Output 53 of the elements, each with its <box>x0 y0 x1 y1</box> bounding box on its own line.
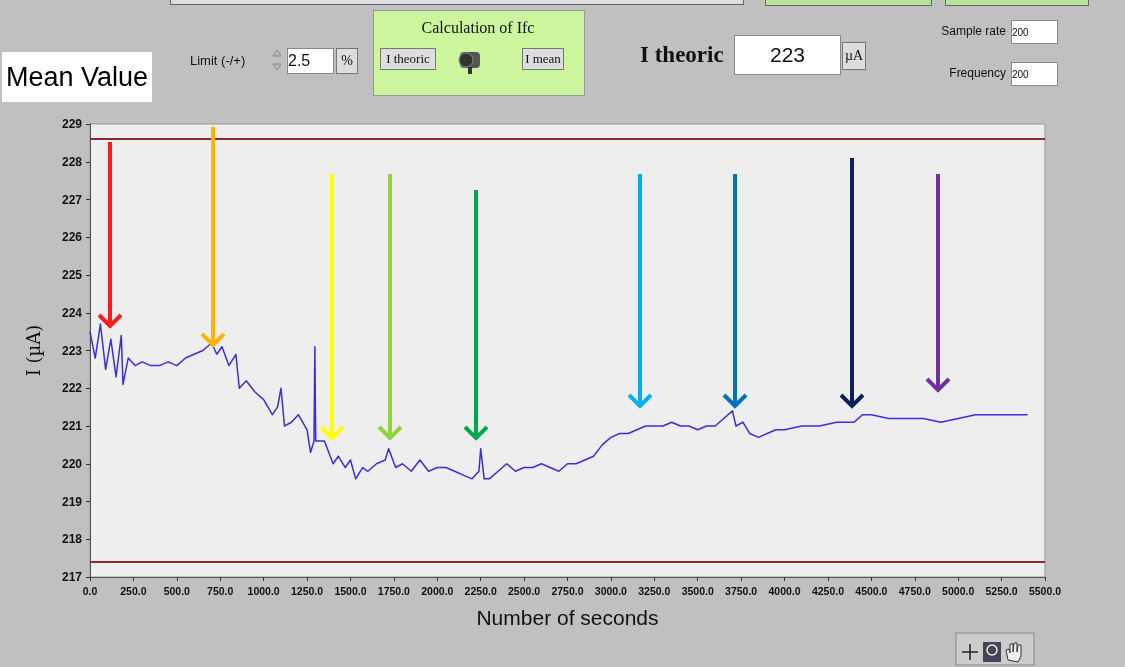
x-axis-title: Number of seconds <box>476 606 659 629</box>
x-tick-label: 250.0 <box>120 584 147 597</box>
x-tick-label: 2750.0 <box>551 584 584 597</box>
x-tick-label: 4500.0 <box>855 584 888 597</box>
text: Sample rate <box>940 23 1006 40</box>
x-tick-label: 5250.0 <box>985 584 1018 597</box>
x-tick-label: 1000.0 <box>247 584 280 597</box>
text: % <box>336 48 358 74</box>
x-tick-label: 2500.0 <box>508 584 541 597</box>
text: I mean <box>522 48 564 70</box>
x-tick-label: 500.0 <box>163 584 191 597</box>
x-tick-label: 4250.0 <box>811 584 845 597</box>
y-tick-label: 227 <box>61 192 83 207</box>
text: 2.5 <box>287 48 334 74</box>
y-tick-label: 228 <box>61 154 83 169</box>
y-tick-label: 226 <box>61 230 83 245</box>
y-tick-label: 224 <box>61 305 83 320</box>
x-tick-label: 1250.0 <box>290 584 324 597</box>
x-tick-label: 3500.0 <box>681 584 714 597</box>
x-tick-label: 3000.0 <box>594 584 628 597</box>
y-tick-label: 218 <box>61 532 83 547</box>
x-tick-label: 2250.0 <box>464 584 497 597</box>
y-tick-label: 223 <box>61 343 83 358</box>
chart-title: Mean Value <box>2 52 153 102</box>
y-tick-label: 221 <box>61 419 83 433</box>
text: I theoric <box>640 41 725 69</box>
text: Calculation of Ifc <box>420 18 536 38</box>
text: Frequency <box>948 65 1006 82</box>
y-axis-title: I (µA) <box>22 324 44 377</box>
text: Limit (-/+) <box>190 51 247 70</box>
x-tick-label: 3250.0 <box>638 584 671 597</box>
x-tick-label: 5000.0 <box>942 584 975 597</box>
x-tick-label: 750.0 <box>207 584 234 597</box>
y-tick-label: 217 <box>61 570 83 584</box>
text: 223 <box>734 35 841 75</box>
x-tick-label: 2000.0 <box>421 584 454 597</box>
text: 200 <box>1011 20 1058 44</box>
line-series <box>89 323 1029 480</box>
x-tick-label: 1750.0 <box>377 584 411 597</box>
x-tick-label: 5500.0 <box>1028 584 1062 597</box>
text: 200 <box>1011 62 1058 86</box>
y-tick-label: 219 <box>61 494 83 509</box>
y-tick-label: 222 <box>61 381 83 396</box>
y-tick-label: 229 <box>61 117 83 131</box>
x-tick-label: 3750.0 <box>725 584 758 597</box>
text: I theoric <box>380 48 436 70</box>
y-tick-label: 225 <box>61 268 83 282</box>
text: µA <box>842 42 866 70</box>
x-tick-label: 1500.0 <box>334 584 367 597</box>
x-tick-label: 4750.0 <box>898 584 931 597</box>
x-tick-label: 4000.0 <box>768 584 801 597</box>
y-tick-label: 220 <box>61 456 83 471</box>
x-tick-label: 0.0 <box>82 584 98 597</box>
